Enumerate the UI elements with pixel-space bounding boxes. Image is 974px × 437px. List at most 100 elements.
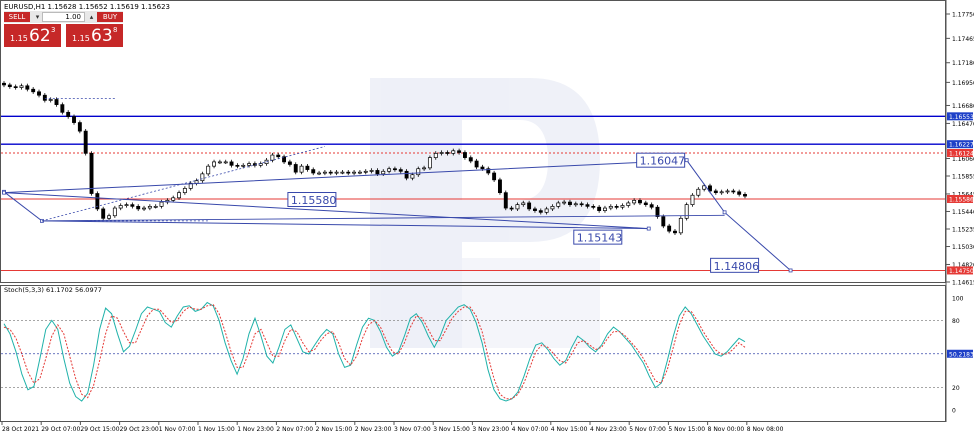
buy-price-box[interactable]: 1.15 63 8 (66, 24, 123, 47)
candle-up (696, 188, 701, 196)
candle-up (340, 171, 345, 174)
price-tick-label: 1.17750 (952, 12, 974, 19)
time-tick-label: 28 Oct 2021 (2, 426, 39, 433)
candle-down (737, 191, 742, 195)
price-annotation-box (287, 192, 337, 208)
trend-channel-upper (41, 146, 326, 222)
price-highlight-label: 1.16227 (949, 142, 974, 149)
lot-increase-button[interactable]: ▴ (89, 13, 94, 21)
candle-up (241, 164, 246, 167)
candle-up (562, 201, 567, 204)
candle-up (515, 204, 520, 210)
time-tick-label: 3 Nov 07:00 (394, 426, 431, 433)
candle-up (188, 182, 193, 189)
projection-node (722, 210, 727, 215)
candle-up (153, 205, 158, 208)
buy-price-prefix: 1.15 (72, 34, 90, 43)
candle-up (212, 161, 216, 167)
price-tick-label: 1.14615 (952, 280, 974, 287)
candle-down (42, 94, 47, 101)
candle-up (19, 85, 24, 88)
time-tick-label: 29 Oct 23:00 (120, 426, 159, 433)
candle-down (66, 111, 71, 117)
time-tick-label: 2 Nov 15:00 (316, 426, 353, 433)
price-tick-label: 1.16950 (952, 80, 974, 87)
time-tick-label: 3 Nov 23:00 (472, 426, 509, 433)
candle-down (83, 130, 88, 154)
candle-down (667, 225, 672, 232)
candle-down (614, 205, 619, 208)
candle-up (322, 171, 327, 174)
sell-price-sup: 3 (51, 26, 56, 34)
candle-up (416, 168, 421, 176)
candle-down (60, 104, 65, 113)
time-tick-label: 29 Oct 07:00 (41, 426, 80, 433)
stoch-tick-label: 80 (952, 318, 960, 325)
price-highlight-label: 1.15586 (949, 196, 974, 203)
price-tick-label: 1.16060 (952, 156, 974, 163)
candle-down (130, 204, 135, 207)
sell-price-box[interactable]: 1.15 62 3 (4, 24, 61, 47)
candle-down (282, 156, 287, 163)
price-highlight-box (947, 149, 973, 158)
price-highlight-box (947, 140, 973, 149)
time-tick-label: 2 Nov 23:00 (355, 426, 392, 433)
stoch-tick-label: 100 (952, 296, 964, 303)
price-annotation-label: 1.14806 (714, 260, 760, 273)
sell-button[interactable]: SELL (4, 12, 30, 22)
sell-price-big: 62 (29, 26, 51, 46)
candle-up (107, 215, 111, 219)
candle-down (328, 171, 333, 174)
lot-decrease-button[interactable]: ▾ (35, 13, 40, 21)
candle-up (223, 161, 228, 164)
price-tick-label: 1.17180 (952, 60, 974, 67)
candle-down (533, 208, 537, 211)
candle-down (468, 157, 473, 162)
candle-up (410, 174, 415, 179)
candle-up (620, 205, 625, 208)
price-tick-label: 1.15645 (952, 191, 974, 198)
time-tick-label: 1 Nov 15:00 (198, 426, 235, 433)
candle-down (136, 205, 141, 210)
time-tick-label: 4 Nov 15:00 (551, 426, 588, 433)
price-annotation-label: 1.16047 (640, 155, 686, 168)
candle-up (112, 207, 117, 217)
projection-node (2, 190, 6, 195)
candle-down (527, 202, 532, 210)
candle-up (357, 171, 362, 174)
candle-down (37, 91, 41, 96)
candle-down (713, 190, 718, 194)
candle-up (573, 203, 578, 206)
price-annotations: 1.16047 1.15580 1.15143 1.14806 (287, 152, 760, 273)
projection-node (684, 158, 689, 163)
stoch-highlight-label: 50.2183 (949, 351, 974, 358)
candle-down (591, 205, 596, 208)
price-annotation-box (573, 229, 623, 245)
candle-down (72, 116, 76, 123)
candle-up (270, 154, 275, 161)
candle-down (462, 152, 467, 158)
lot-size-input[interactable]: 1.00 (42, 12, 85, 22)
candle-up (369, 170, 374, 172)
candle-up (217, 161, 222, 164)
candle-down (346, 171, 351, 174)
trend-line-upper (41, 214, 725, 222)
candle-down (568, 201, 572, 205)
candle-down (13, 86, 18, 89)
candle-down (375, 170, 380, 175)
symbol-info: EURUSD,H1 1.15628 1.15652 1.15619 1.1562… (4, 3, 170, 11)
candle-down (54, 99, 59, 105)
price-highlight-box (947, 266, 973, 275)
candle-up (299, 165, 304, 173)
candle-up (427, 157, 432, 169)
candle-down (661, 216, 666, 227)
price-tick-label: 1.15235 (952, 226, 974, 233)
candle-up (690, 194, 695, 205)
candle-up (118, 205, 123, 209)
buy-button[interactable]: BUY (97, 12, 123, 22)
trend-lines (2, 98, 793, 273)
time-tick-label: 8 Nov 00:00 (708, 426, 745, 433)
candle-up (556, 202, 561, 207)
time-tick-label: 1 Nov 07:00 (159, 426, 196, 433)
